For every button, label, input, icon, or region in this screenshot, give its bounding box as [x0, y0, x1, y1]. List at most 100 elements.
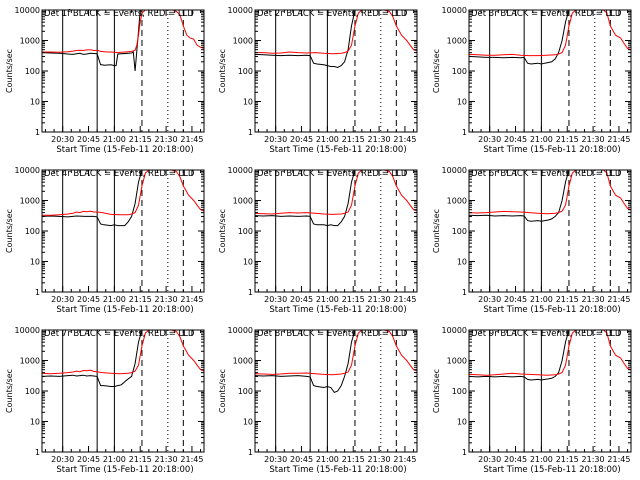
detector-panel-8: 1 10 100 1000 10000 20:30 20:45 21:00 21:15 21:30…: [218, 326, 418, 475]
y-tick-label: 10000: [228, 166, 253, 175]
events-series-line: [254, 9, 359, 69]
y-tick-label: 10000: [15, 166, 40, 175]
x-tick-label: 20:45: [77, 455, 100, 464]
x-tick-label: 20:45: [77, 295, 100, 304]
x-tick-label: 21:00: [103, 135, 126, 144]
y-tick-label: 10: [457, 418, 467, 427]
events-series-line: [254, 329, 359, 394]
x-tick-label: 20:30: [51, 135, 74, 144]
panel-title: Det 9r BLACK = Events, RED = LLD: [471, 329, 622, 339]
y-tick-label: 100: [452, 67, 467, 76]
x-tick-label: 21:45: [393, 135, 416, 144]
y-tick-label: 1000: [233, 197, 253, 206]
y-axis-label: Counts/sec: [432, 49, 441, 93]
x-axis-label: Start Time (15-Feb-11 20:18:00): [483, 465, 620, 475]
x-tick-label: 21:30: [155, 295, 178, 304]
y-axis-label: Counts/sec: [5, 369, 14, 413]
x-tick-label: 21:45: [607, 295, 630, 304]
x-tick-label: 20:45: [290, 455, 313, 464]
x-tick-label: 21:45: [180, 455, 203, 464]
x-tick-label: 20:45: [504, 455, 527, 464]
x-axis-label: Start Time (15-Feb-11 20:18:00): [483, 145, 620, 155]
x-tick-label: 21:15: [556, 295, 579, 304]
x-tick-label: 21:00: [316, 455, 339, 464]
events-series-line: [41, 9, 146, 72]
panel-title: Det 7r BLACK = Events, RED = LLD: [44, 329, 195, 339]
y-axis-label: Counts/sec: [218, 209, 227, 253]
y-tick-label: 100: [452, 227, 467, 236]
y-tick-label: 1: [462, 448, 467, 457]
x-tick-label: 21:30: [368, 135, 391, 144]
y-tick-label: 10000: [15, 6, 40, 15]
y-tick-label: 10: [457, 98, 467, 107]
x-tick-label: 21:15: [129, 135, 152, 144]
y-tick-label: 10: [30, 98, 40, 107]
y-tick-label: 10: [457, 258, 467, 267]
x-tick-label: 21:00: [316, 295, 339, 304]
x-tick-label: 20:30: [51, 295, 74, 304]
y-tick-label: 10: [243, 98, 253, 107]
detector-panel-6: 1 10 100 1000 10000 20:30 20:45 21:00 21:15 21:30…: [432, 166, 632, 315]
x-axis-label: Start Time (15-Feb-11 20:18:00): [56, 465, 193, 475]
lld-series-line: [468, 9, 632, 57]
detector-panel-5: 1 10 100 1000 10000 20:30 20:45 21:00 21:15 21:30…: [218, 166, 418, 315]
y-tick-label: 1: [248, 288, 253, 297]
y-tick-label: 100: [238, 387, 253, 396]
x-tick-label: 21:15: [556, 455, 579, 464]
lld-series-line: [42, 9, 205, 54]
y-tick-label: 100: [25, 67, 40, 76]
detector-panel-1: 1 10 100 1000 10000 20:30 20:45 21:00 21:15 21:30…: [5, 6, 205, 155]
x-tick-label: 20:30: [264, 455, 287, 464]
x-tick-label: 21:45: [180, 295, 203, 304]
events-series-line: [468, 169, 573, 222]
panel-title: Det 1f BLACK = Events, RED = LLD: [44, 9, 194, 19]
x-axis-label: Start Time (15-Feb-11 20:18:00): [269, 145, 406, 155]
y-axis-label: Counts/sec: [432, 369, 441, 413]
panel-title: Det 6r BLACK = Events, RED = LLD: [471, 169, 622, 179]
x-tick-label: 21:15: [342, 135, 365, 144]
x-axis-label: Start Time (15-Feb-11 20:18:00): [269, 465, 406, 475]
panel-title: Det 5r BLACK = Events, RED = LLD: [257, 169, 408, 179]
x-axis-label: Start Time (15-Feb-11 20:18:00): [269, 305, 406, 315]
y-tick-label: 10000: [442, 326, 467, 335]
x-tick-label: 21:00: [103, 455, 126, 464]
panel-title: Det 2r BLACK = Events, RED = LLD: [257, 9, 408, 19]
x-tick-label: 21:30: [582, 295, 605, 304]
y-tick-label: 1: [35, 128, 40, 137]
detector-panel-3: 1 10 100 1000 10000 20:30 20:45 21:00 21:15 21:30…: [432, 6, 632, 155]
x-axis-label: Start Time (15-Feb-11 20:18:00): [56, 145, 193, 155]
events-series-line: [468, 9, 573, 65]
x-tick-label: 20:45: [504, 295, 527, 304]
y-tick-label: 10: [30, 418, 40, 427]
y-tick-label: 10: [243, 418, 253, 427]
x-tick-label: 21:45: [607, 135, 630, 144]
detector-panel-2: 1 10 100 1000 10000 20:30 20:45 21:00 21:15 21:30…: [218, 6, 418, 155]
y-axis-label: Counts/sec: [218, 49, 227, 93]
y-tick-label: 1000: [233, 357, 253, 366]
x-tick-label: 20:45: [290, 135, 313, 144]
x-tick-label: 21:15: [129, 455, 152, 464]
x-tick-label: 21:45: [393, 295, 416, 304]
x-tick-label: 21:30: [368, 295, 391, 304]
y-tick-label: 100: [238, 67, 253, 76]
y-tick-label: 1000: [20, 357, 40, 366]
x-tick-label: 20:30: [478, 455, 501, 464]
x-tick-label: 21:30: [155, 135, 178, 144]
y-tick-label: 10000: [228, 6, 253, 15]
events-series-line: [41, 169, 146, 227]
x-tick-label: 20:30: [51, 455, 74, 464]
x-tick-label: 20:45: [504, 135, 527, 144]
x-tick-label: 21:30: [582, 455, 605, 464]
x-tick-label: 20:45: [77, 135, 100, 144]
x-tick-label: 21:15: [342, 295, 365, 304]
lld-series-line: [468, 169, 632, 215]
detector-panel-7: 1 10 100 1000 10000 20:30 20:45 21:00 21:15 21:30…: [5, 326, 205, 475]
x-tick-label: 20:30: [264, 295, 287, 304]
lld-series-line: [254, 169, 418, 215]
lld-series-line: [255, 9, 418, 55]
events-series-line: [41, 329, 146, 387]
x-tick-label: 21:00: [530, 135, 553, 144]
x-tick-label: 20:30: [264, 135, 287, 144]
